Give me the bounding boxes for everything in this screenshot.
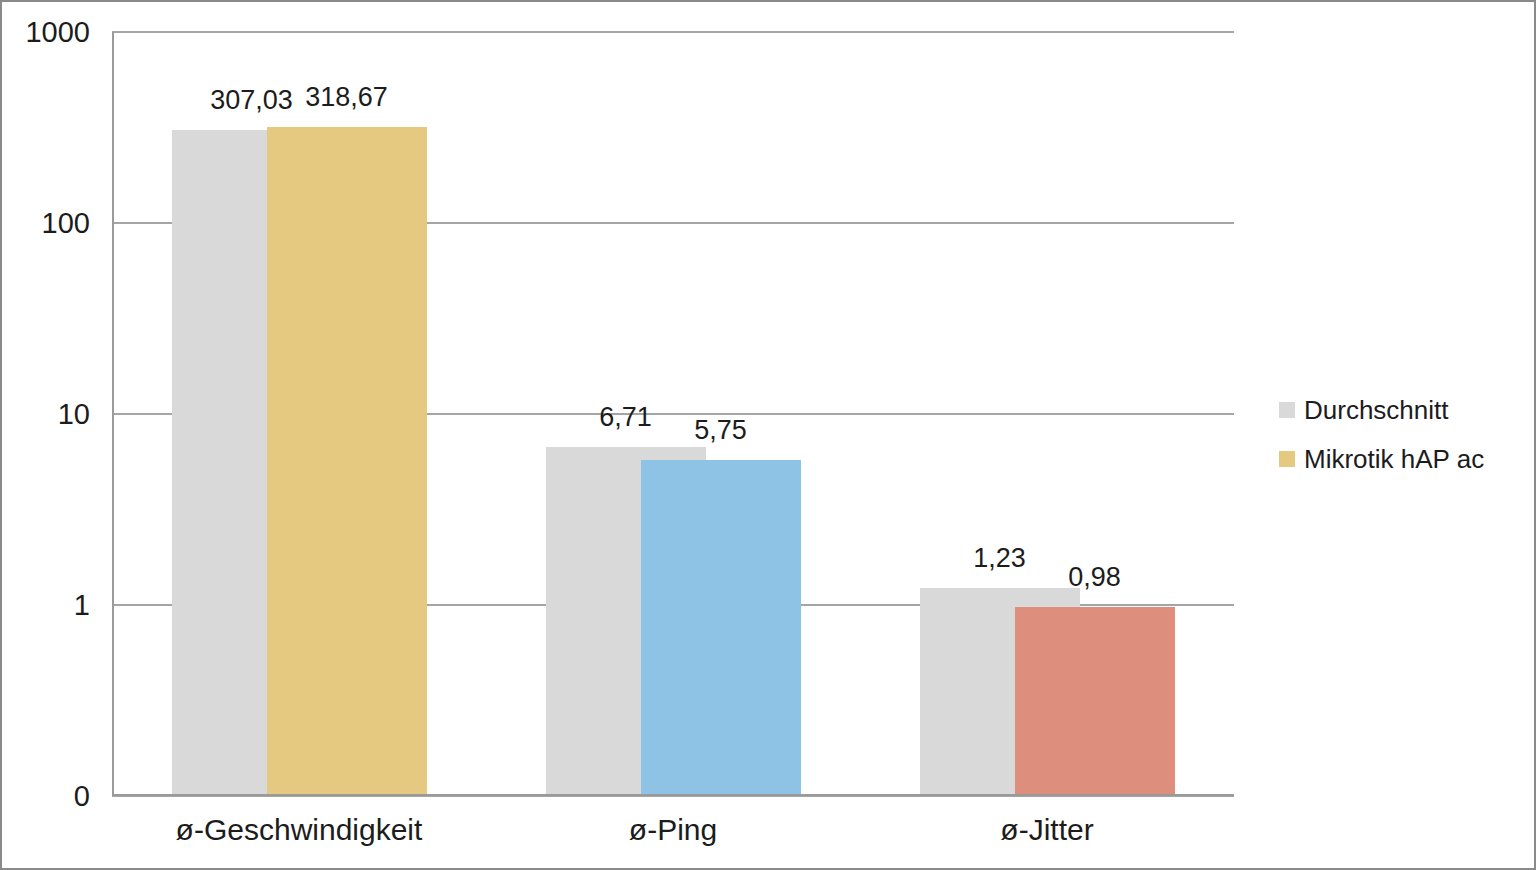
value-label: 0,98 (995, 561, 1195, 593)
y-axis-line (112, 32, 114, 796)
bar-mikrotik-hap-ac (641, 460, 801, 796)
plot-area: 307,03318,676,715,751,230,98 (112, 32, 1234, 796)
y-tick-label: 10 (2, 398, 90, 430)
legend: Durchschnitt Mikrotik hAP ac (1279, 395, 1484, 493)
y-tick-label: 1000 (2, 16, 90, 48)
bar-chart: 307,03318,676,715,751,230,98 Durchschnit… (0, 0, 1536, 870)
legend-item: Durchschnitt (1279, 395, 1484, 425)
value-label: 318,67 (247, 81, 447, 113)
value-label: 5,75 (621, 414, 821, 446)
category-label: ø-Jitter (860, 810, 1234, 850)
bar-mikrotik-hap-ac (267, 127, 427, 796)
y-tick-label: 1 (2, 589, 90, 621)
gridline-1000 (112, 31, 1234, 33)
y-tick-label: 0 (2, 780, 90, 812)
category-label: ø-Geschwindigkeit (112, 810, 486, 850)
category-label: ø-Ping (486, 810, 860, 850)
legend-swatch-icon (1279, 451, 1295, 467)
bar-mikrotik-hap-ac (1015, 607, 1175, 796)
legend-label: Mikrotik hAP ac (1304, 444, 1484, 475)
legend-label: Durchschnitt (1304, 395, 1449, 426)
legend-item: Mikrotik hAP ac (1279, 444, 1484, 474)
legend-swatch-icon (1279, 402, 1295, 418)
y-tick-label: 100 (2, 207, 90, 239)
x-axis-line (112, 794, 1234, 796)
